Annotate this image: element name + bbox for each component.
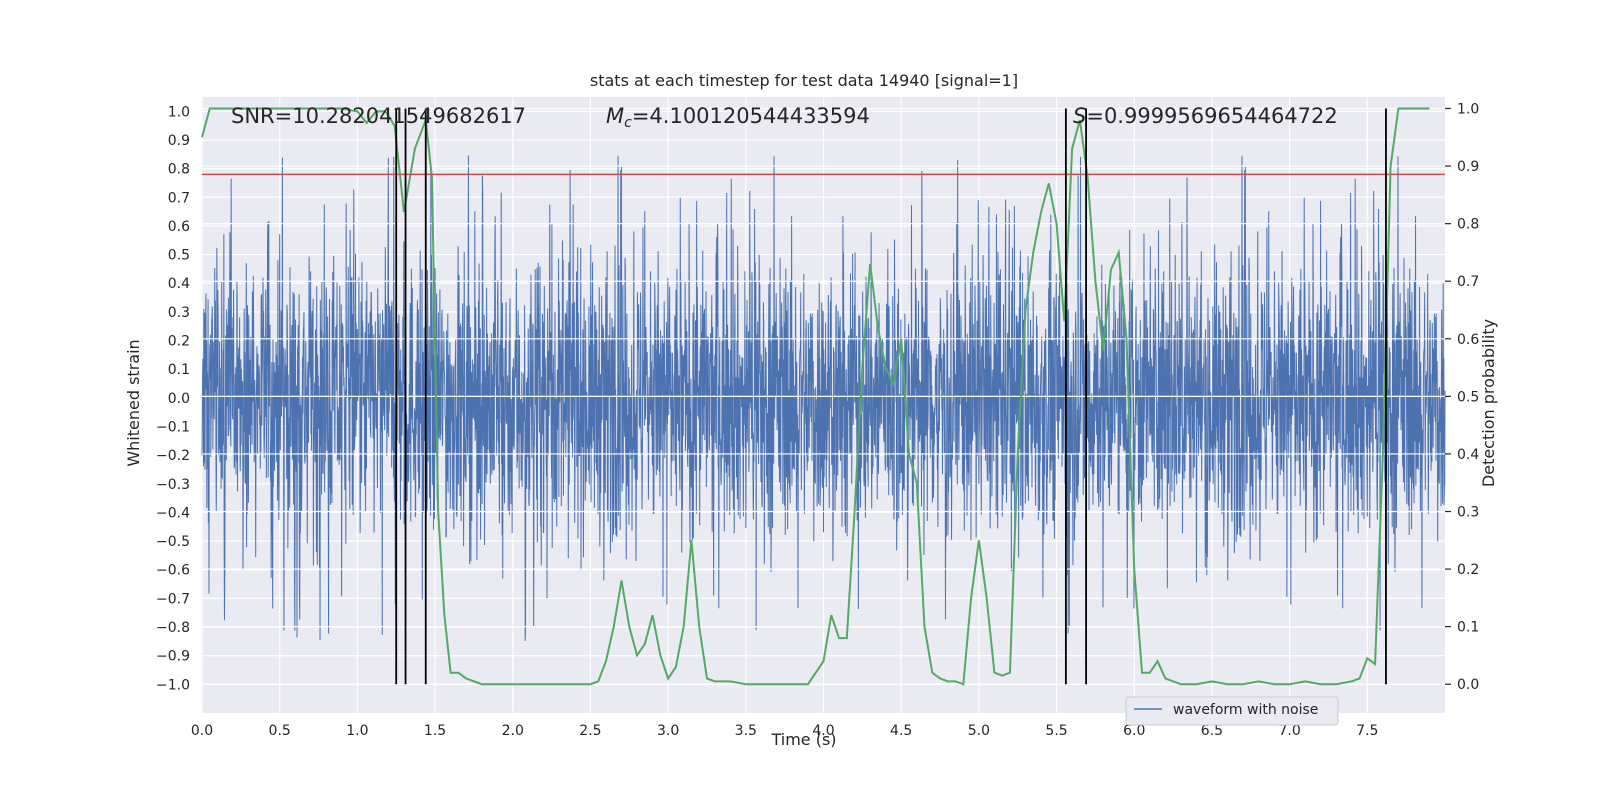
y-left-tick-labels: 1.0 0.9 0.8 0.7 0.6 0.5 0.4 0.3 0.2 0.1 0.0 −0.1 −0.… xyxy=(156,104,190,693)
x-tick-label: 3.5 xyxy=(735,723,757,739)
probability-series xyxy=(201,107,1430,686)
y-left-tick-label: 0.5 xyxy=(168,248,190,264)
legend-box xyxy=(1125,696,1339,726)
y-left-tick-label: −0.6 xyxy=(156,563,190,579)
chirp-mass-subscript: c xyxy=(624,115,632,131)
y-right-tick-label: 0.8 xyxy=(1457,217,1479,233)
x-tick-labels: 0.0 0.5 1.0 1.5 2.0 2.5 3.0 3.5 4.0 4.5 5.0 5.5 6.0 6… xyxy=(191,723,1379,739)
score-value: =0.9999569654464722 xyxy=(1086,104,1337,128)
y-left-tick-label: 0.3 xyxy=(168,305,190,321)
score-annotation: S=0.9999569654464722 xyxy=(1073,104,1338,128)
y-right-tick-label: 0.1 xyxy=(1457,620,1479,636)
y-left-tick-label: 0.4 xyxy=(168,276,190,292)
score-symbol: S xyxy=(1073,104,1086,128)
y-right-tick-label: 1.0 xyxy=(1457,102,1479,118)
x-tick-label: 1.0 xyxy=(346,723,368,739)
legend-label: waveform with noise xyxy=(1173,702,1318,718)
y-left-tick-label: −0.8 xyxy=(156,620,190,636)
y-right-tick-label: 0.3 xyxy=(1457,505,1479,521)
x-tick-label: 1.5 xyxy=(424,723,446,739)
y-left-axis-label: Whitened strain xyxy=(124,339,143,466)
x-axis-label: Time (s) xyxy=(770,730,836,749)
y-left-tick-label: −0.1 xyxy=(156,419,190,435)
y-left-tick-label: 0.7 xyxy=(168,190,190,206)
chirp-mass-annotation: Mc=4.100120544433594 xyxy=(606,104,870,131)
legend: waveform with noise xyxy=(1125,696,1339,726)
x-tick-label: 4.5 xyxy=(890,723,912,739)
y-right-tick-label: 0.9 xyxy=(1457,159,1479,175)
y-left-tick-label: 0.9 xyxy=(168,133,190,149)
y-left-tick-label: 0.1 xyxy=(168,362,190,378)
y-right-tick-label: 0.2 xyxy=(1457,562,1479,578)
x-tick-label: 2.5 xyxy=(579,723,601,739)
x-tick-label: 6.5 xyxy=(1201,723,1223,739)
vertical-lines xyxy=(395,108,1387,685)
y-right-tick-label: 0.4 xyxy=(1457,447,1479,463)
y-left-tick-label: −0.4 xyxy=(156,505,190,521)
probability-layer xyxy=(201,107,1430,686)
x-tick-label: 4.0 xyxy=(812,723,834,739)
grid-right-overlay xyxy=(202,107,1445,685)
y-right-tick-label: 0.7 xyxy=(1457,274,1479,290)
y-right-axis-label: Detection probability xyxy=(1479,319,1498,487)
y-right-tick-label: 0.5 xyxy=(1457,389,1479,405)
y-left-tick-label: −0.9 xyxy=(156,649,190,665)
y-left-tick-label: −0.2 xyxy=(156,448,190,464)
chirp-mass-value: =4.100120544433594 xyxy=(632,104,870,128)
waveform-series xyxy=(201,155,1446,642)
y-right-tick-labels: 1.0 0.9 0.8 0.7 0.6 0.5 0.4 0.3 0.2 0.1 0.0 xyxy=(1445,102,1479,693)
x-tick-label: 5.5 xyxy=(1045,723,1067,739)
y-right-tick-label: 0.6 xyxy=(1457,332,1479,348)
x-tick-label: 3.0 xyxy=(657,723,679,739)
y-left-tick-label: −0.3 xyxy=(156,477,190,493)
chirp-mass-symbol: M xyxy=(606,104,624,128)
y-left-tick-label: −1.0 xyxy=(156,677,190,693)
x-tick-label: 7.0 xyxy=(1278,723,1300,739)
x-tick-label: 7.5 xyxy=(1356,723,1378,739)
y-left-tick-label: 0.8 xyxy=(168,162,190,178)
waveform-layer xyxy=(201,155,1446,642)
chart-title: stats at each timestep for test data 149… xyxy=(590,71,1018,90)
y-left-tick-label: −0.5 xyxy=(156,534,190,550)
x-tick-label: 6.0 xyxy=(1123,723,1145,739)
snr-annotation: SNR=10.282041549682617 xyxy=(231,104,526,128)
y-left-tick-label: 0.2 xyxy=(168,334,190,350)
x-tick-label: 0.5 xyxy=(269,723,291,739)
y-left-tick-label: 0.6 xyxy=(168,219,190,235)
x-tick-label: 5.0 xyxy=(968,723,990,739)
x-tick-label: 0.0 xyxy=(191,723,213,739)
y-right-tick-label: 0.0 xyxy=(1457,677,1479,693)
x-tick-label: 2.0 xyxy=(502,723,524,739)
y-left-tick-label: −0.7 xyxy=(156,591,190,607)
y-left-tick-label: 1.0 xyxy=(168,104,190,120)
y-left-tick-label: 0.0 xyxy=(168,391,190,407)
